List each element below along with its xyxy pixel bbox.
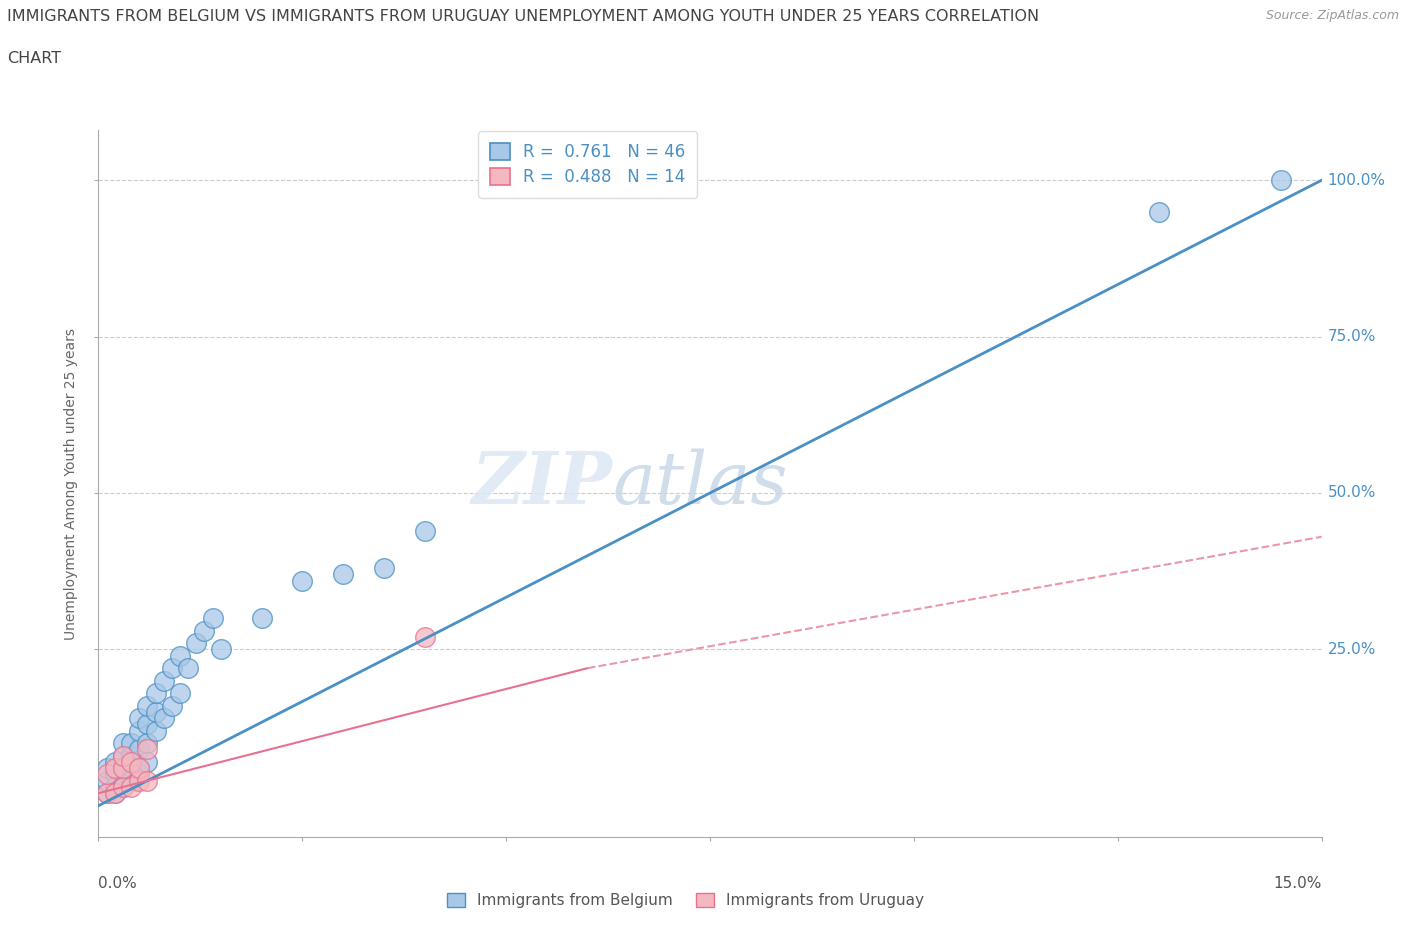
Point: [145, 685, 167, 700]
Text: 25.0%: 25.0%: [1327, 642, 1376, 657]
Point: [104, 761, 127, 776]
Point: [160, 660, 183, 675]
Point: [96, 786, 118, 801]
Point: [120, 773, 142, 788]
Point: [136, 742, 159, 757]
Point: [120, 767, 142, 782]
Text: 100.0%: 100.0%: [1327, 173, 1386, 188]
Point: [128, 767, 150, 782]
Point: [111, 773, 134, 788]
Point: [128, 742, 150, 757]
Point: [111, 761, 134, 776]
Point: [136, 698, 159, 713]
Point: [373, 561, 395, 576]
Point: [120, 754, 142, 769]
Point: [111, 779, 134, 794]
Point: [413, 630, 436, 644]
Point: [104, 754, 127, 769]
Text: atlas: atlas: [612, 448, 787, 519]
Point: [145, 724, 167, 738]
Point: [111, 779, 134, 794]
Point: [136, 773, 159, 788]
Point: [177, 660, 200, 675]
Point: [120, 736, 142, 751]
Point: [111, 749, 134, 764]
Text: ZIP: ZIP: [471, 448, 612, 519]
Point: [250, 611, 273, 626]
Text: 75.0%: 75.0%: [1327, 329, 1376, 344]
Point: [104, 786, 127, 801]
Point: [145, 704, 167, 719]
Point: [413, 523, 436, 538]
Point: [128, 711, 150, 725]
Point: [160, 698, 183, 713]
Point: [193, 623, 215, 638]
Text: IMMIGRANTS FROM BELGIUM VS IMMIGRANTS FROM URUGUAY UNEMPLOYMENT AMONG YOUTH UNDE: IMMIGRANTS FROM BELGIUM VS IMMIGRANTS FR…: [7, 9, 1039, 24]
Point: [128, 761, 150, 776]
Y-axis label: Unemployment Among Youth under 25 years: Unemployment Among Youth under 25 years: [65, 327, 79, 640]
Point: [186, 636, 208, 651]
Point: [209, 642, 232, 657]
Point: [96, 761, 118, 776]
Point: [104, 767, 127, 782]
Point: [136, 717, 159, 732]
Point: [1270, 173, 1292, 188]
Point: [96, 773, 118, 788]
Point: [128, 761, 150, 776]
Point: [104, 786, 127, 801]
Point: [111, 761, 134, 776]
Point: [128, 724, 150, 738]
Point: [111, 736, 134, 751]
Point: [120, 779, 142, 794]
Point: [332, 567, 354, 582]
Text: 15.0%: 15.0%: [1274, 876, 1322, 891]
Point: [136, 754, 159, 769]
Point: [136, 736, 159, 751]
Text: Source: ZipAtlas.com: Source: ZipAtlas.com: [1265, 9, 1399, 22]
Text: CHART: CHART: [7, 51, 60, 66]
Legend: Immigrants from Belgium, Immigrants from Uruguay: Immigrants from Belgium, Immigrants from…: [440, 887, 931, 914]
Point: [96, 767, 118, 782]
Text: 0.0%: 0.0%: [98, 876, 138, 891]
Point: [128, 773, 150, 788]
Point: [169, 648, 191, 663]
Point: [1147, 204, 1170, 219]
Point: [96, 786, 118, 801]
Point: [104, 779, 127, 794]
Point: [291, 573, 314, 588]
Text: 50.0%: 50.0%: [1327, 485, 1376, 500]
Point: [152, 673, 174, 688]
Point: [120, 749, 142, 764]
Point: [169, 685, 191, 700]
Point: [111, 749, 134, 764]
Point: [152, 711, 174, 725]
Point: [201, 611, 224, 626]
